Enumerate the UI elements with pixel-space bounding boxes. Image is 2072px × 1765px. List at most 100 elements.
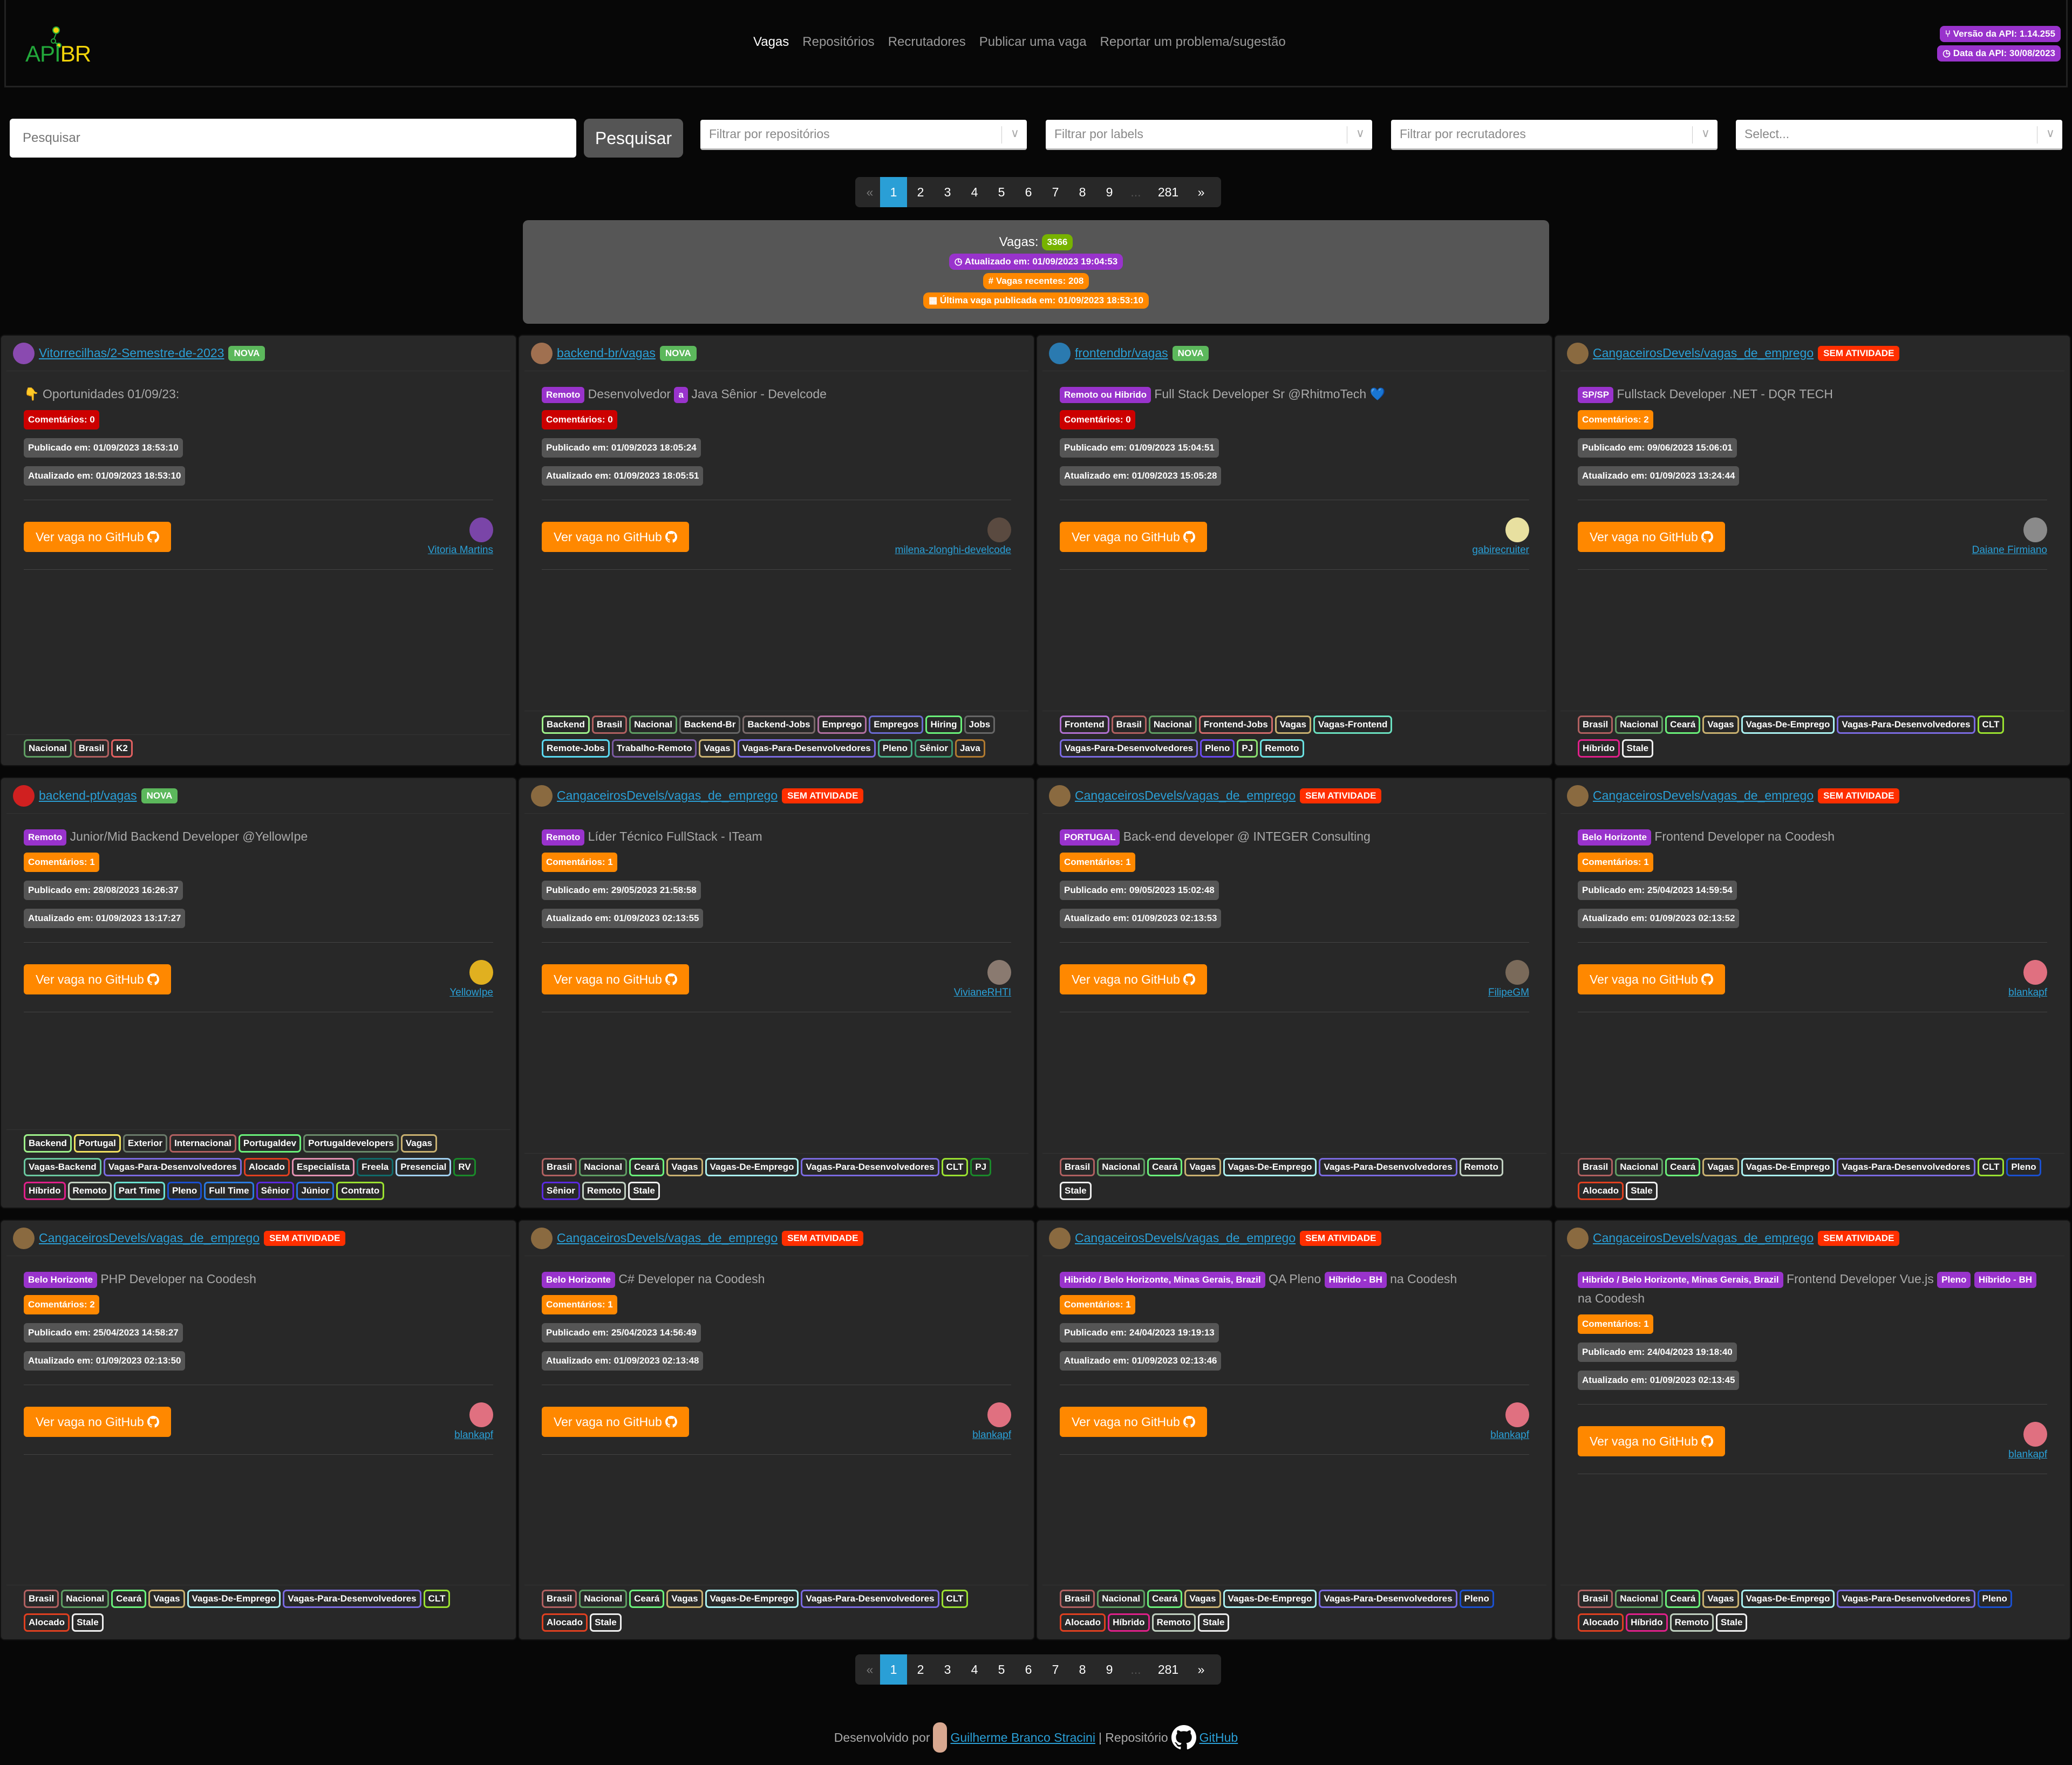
label-chip[interactable]: Nacional [1615,1158,1664,1176]
recruiter-avatar[interactable] [1505,1402,1529,1427]
repo-link[interactable]: CangaceirosDevels/vagas_de_emprego [1593,788,1814,802]
view-on-github-button[interactable]: Ver vaga no GitHub [542,964,689,994]
label-chip[interactable]: Alocado [542,1613,588,1632]
label-chip[interactable]: Vagas [666,1158,703,1176]
view-on-github-button[interactable]: Ver vaga no GitHub [1060,1407,1207,1437]
page-7[interactable]: 7 [1052,1662,1059,1677]
label-chip[interactable]: Híbrido [1626,1613,1668,1632]
label-chip[interactable]: Jobs [964,715,996,734]
page-3[interactable]: 3 [944,1662,951,1677]
label-chip[interactable]: Sênior [915,739,953,758]
label-chip[interactable]: Vagas-De-Emprego [1741,715,1835,734]
label-chip[interactable]: Pleno [1977,1590,2012,1608]
recruiter-link[interactable]: milena-zlonghi-develcode [895,544,1011,556]
nav-recrutadores[interactable]: Recrutadores [888,35,966,49]
label-chip[interactable]: Ceará [1665,1158,1701,1176]
label-chip[interactable]: Vagas-Para-Desenvolvedores [283,1590,421,1608]
label-chip[interactable]: Full Time [204,1182,254,1200]
recruiter-link[interactable]: blankapf [2008,987,2047,998]
label-chip[interactable]: Internacional [169,1134,236,1153]
label-chip[interactable]: Ceará [111,1590,147,1608]
view-on-github-button[interactable]: Ver vaga no GitHub [1060,522,1207,552]
label-chip[interactable]: Trabalho-Remoto [611,739,697,758]
label-chip[interactable]: Nacional [579,1158,628,1176]
filter-recruiters-select[interactable]: Filtrar por recrutadores ∨ [1391,120,1717,150]
recruiter-link[interactable]: gabirecruiter [1472,544,1529,556]
label-chip[interactable]: Vagas-De-Emprego [705,1158,799,1176]
label-chip[interactable]: Híbrido [1108,1613,1150,1632]
recruiter-link[interactable]: blankapf [2008,1449,2047,1460]
label-chip[interactable]: Remoto [1669,1613,1714,1632]
page-prev[interactable]: « [866,1662,874,1677]
page-1[interactable]: 1 [880,1654,907,1685]
page-8[interactable]: 8 [1079,1662,1086,1677]
repository-link[interactable]: GitHub [1199,1730,1238,1744]
recruiter-link[interactable]: YellowIpe [449,987,493,998]
repo-link[interactable]: backend-br/vagas [557,346,656,360]
label-chip[interactable]: Brasil [24,1590,59,1608]
label-chip[interactable]: Nacional [1148,715,1197,734]
page-5[interactable]: 5 [998,185,1005,199]
label-chip[interactable]: CLT [1977,1158,2005,1176]
label-chip[interactable]: Vagas-Para-Desenvolvedores [103,1158,242,1176]
label-chip[interactable]: Vagas-Para-Desenvolvedores [801,1590,939,1608]
search-input[interactable] [10,119,576,158]
label-chip[interactable]: Frontend [1060,715,1109,734]
label-chip[interactable]: Vagas-Para-Desenvolvedores [1060,739,1198,758]
nav-reportar-problema[interactable]: Reportar um problema/sugestão [1100,35,1286,49]
label-chip[interactable]: K2 [111,739,133,758]
view-on-github-button[interactable]: Ver vaga no GitHub [1578,1426,1725,1456]
label-chip[interactable]: PJ [970,1158,992,1176]
recruiter-link[interactable]: blankapf [1490,1429,1529,1441]
label-chip[interactable]: Vagas [1702,715,1739,734]
view-on-github-button[interactable]: Ver vaga no GitHub [24,522,171,552]
label-chip[interactable]: Vagas-Backend [24,1158,101,1176]
label-chip[interactable]: Pleno [167,1182,202,1200]
recruiter-link[interactable]: blankapf [972,1429,1011,1441]
recruiter-avatar[interactable] [469,1402,493,1427]
label-chip[interactable]: Alocado [24,1613,70,1632]
label-chip[interactable]: Nacional [1615,715,1664,734]
label-chip[interactable]: Ceará [629,1590,665,1608]
label-chip[interactable]: Brasil [73,739,110,758]
repo-link[interactable]: CangaceirosDevels/vagas_de_emprego [1075,788,1296,802]
nav-repositorios[interactable]: Repositórios [802,35,875,49]
label-chip[interactable]: Stale [628,1182,660,1200]
repo-link[interactable]: CangaceirosDevels/vagas_de_emprego [39,1231,260,1245]
label-chip[interactable]: Remoto [1459,1158,1503,1176]
label-chip[interactable]: Brasil [542,1590,577,1608]
label-chip[interactable]: Backend [542,715,590,734]
label-chip[interactable]: Vagas [699,739,735,758]
label-chip[interactable]: Stale [1060,1182,1092,1200]
page-prev[interactable]: « [866,185,874,199]
label-chip[interactable]: Remoto [1151,1613,1196,1632]
recruiter-link[interactable]: Daiane Firmiano [1972,544,2047,556]
label-chip[interactable]: Remoto [67,1182,112,1200]
recruiter-link[interactable]: blankapf [454,1429,493,1441]
label-chip[interactable]: Ceará [1147,1158,1183,1176]
label-chip[interactable]: Portugaldevelopers [303,1134,399,1153]
page-2[interactable]: 2 [917,1662,924,1677]
label-chip[interactable]: Ceará [1665,1590,1701,1608]
repo-link[interactable]: Vitorrecilhas/2-Semestre-de-2023 [39,346,224,360]
page-6[interactable]: 6 [1025,1662,1032,1677]
page-1[interactable]: 1 [880,177,907,207]
label-chip[interactable]: Pleno [1459,1590,1494,1608]
label-chip[interactable]: Stale [72,1613,104,1632]
label-chip[interactable]: CLT [423,1590,451,1608]
label-chip[interactable]: Híbrido [24,1182,66,1200]
recruiter-avatar[interactable] [469,517,493,542]
view-on-github-button[interactable]: Ver vaga no GitHub [1578,964,1725,994]
label-chip[interactable]: Emprego [817,715,867,734]
label-chip[interactable]: Backend-Br [679,715,741,734]
page-9[interactable]: 9 [1106,1662,1113,1677]
label-chip[interactable]: Brasil [1111,715,1147,734]
label-chip[interactable]: Ceará [629,1158,665,1176]
label-chip[interactable]: Vagas-Para-Desenvolvedores [1319,1590,1457,1608]
view-on-github-button[interactable]: Ver vaga no GitHub [1578,522,1725,552]
filter-extra-select[interactable]: Select... ∨ [1736,120,2062,150]
label-chip[interactable]: Brasil [542,1158,577,1176]
nav-publicar-vaga[interactable]: Publicar uma vaga [979,35,1087,49]
repo-link[interactable]: CangaceirosDevels/vagas_de_emprego [557,1231,778,1245]
label-chip[interactable]: Vagas [148,1590,185,1608]
